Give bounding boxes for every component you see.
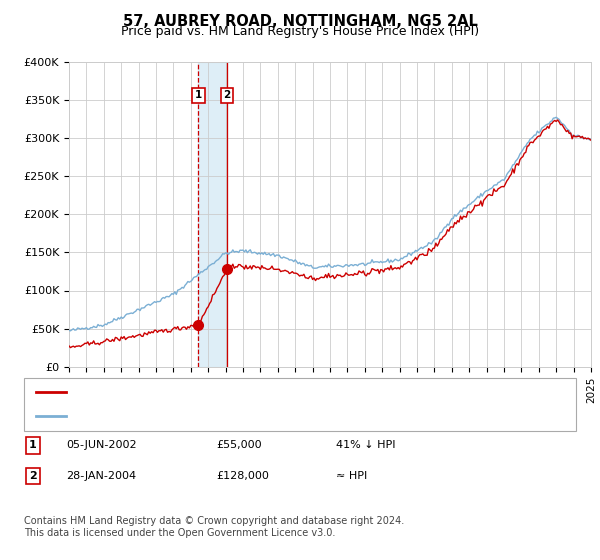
Text: 41% ↓ HPI: 41% ↓ HPI xyxy=(336,440,395,450)
Text: 2: 2 xyxy=(29,471,37,481)
Text: Price paid vs. HM Land Registry's House Price Index (HPI): Price paid vs. HM Land Registry's House … xyxy=(121,25,479,38)
Text: ≈ HPI: ≈ HPI xyxy=(336,471,367,481)
Text: 1: 1 xyxy=(194,90,202,100)
Text: 1: 1 xyxy=(29,440,37,450)
Text: 57, AUBREY ROAD, NOTTINGHAM, NG5 2AL (detached house): 57, AUBREY ROAD, NOTTINGHAM, NG5 2AL (de… xyxy=(72,387,415,397)
Bar xyxy=(198,62,227,367)
Text: 57, AUBREY ROAD, NOTTINGHAM, NG5 2AL: 57, AUBREY ROAD, NOTTINGHAM, NG5 2AL xyxy=(122,14,478,29)
Text: £55,000: £55,000 xyxy=(216,440,262,450)
Text: 28-JAN-2004: 28-JAN-2004 xyxy=(66,471,136,481)
Text: HPI: Average price, detached house, City of Nottingham: HPI: Average price, detached house, City… xyxy=(72,411,384,421)
Text: 2: 2 xyxy=(223,90,230,100)
Text: Contains HM Land Registry data © Crown copyright and database right 2024.
This d: Contains HM Land Registry data © Crown c… xyxy=(24,516,404,538)
Text: 05-JUN-2002: 05-JUN-2002 xyxy=(66,440,137,450)
Text: £128,000: £128,000 xyxy=(216,471,269,481)
